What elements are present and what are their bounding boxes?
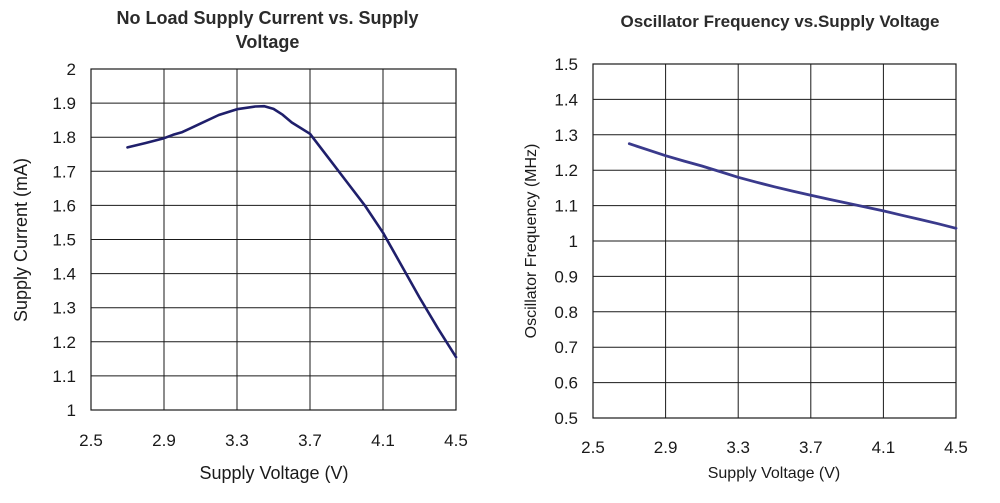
x-tick-label: 4.5 — [444, 431, 468, 450]
x-tick-label: 2.9 — [654, 438, 678, 457]
y-tick-label: 1 — [569, 232, 578, 251]
plot-oscillator-frequency: 0.5 0.6 0.7 0.8 0.9 1 1.1 1.2 1.3 1.4 1.5 2.5 2.9 3.3… — [554, 55, 967, 457]
y-axis-label-oscillator-frequency: Oscillator Frequency (MHz) — [523, 144, 540, 339]
y-axis-label-supply-current: Supply Current (mA) — [11, 158, 31, 322]
x-axis-label-oscillator-frequency: Supply Voltage (V) — [708, 465, 841, 482]
chart-title-supply-current: No Load Supply Current vs. Supply Voltag… — [116, 8, 419, 52]
x-tick-label: 3.3 — [225, 431, 249, 450]
y-tick-label: 1.4 — [554, 90, 578, 109]
y-tick-label: 1.1 — [52, 367, 76, 386]
y-tick-label: 1.7 — [52, 162, 76, 181]
y-tick-label: 0.8 — [554, 303, 578, 322]
x-tick-label: 3.7 — [799, 438, 823, 457]
y-tick-label: 1.3 — [52, 299, 76, 318]
plot-supply-current: 1 1.1 1.2 1.3 1.4 1.5 1.6 1.7 1.8 1.9 2 2.5 2.9 3.3 3.… — [52, 60, 467, 450]
y-tick-label: 1.8 — [52, 128, 76, 147]
series-line-supply-current — [126, 104, 458, 359]
x-tick-label: 3.3 — [726, 438, 750, 457]
y-tick-label: 2 — [67, 60, 76, 79]
x-tick-label: 2.5 — [581, 438, 605, 457]
x-axis-label-supply-current: Supply Voltage (V) — [199, 463, 348, 483]
y-tick-label: 0.5 — [554, 409, 578, 428]
x-tick-label: 3.7 — [298, 431, 322, 450]
y-tick-label: 1.2 — [554, 161, 578, 180]
y-tick-label: 1.5 — [52, 231, 76, 250]
y-tick-label: 0.6 — [554, 374, 578, 393]
y-tick-label: 0.7 — [554, 338, 578, 357]
chart-title-oscillator-frequency: Oscillator Frequency vs.Supply Voltage — [620, 12, 940, 31]
y-tick-label: 1 — [67, 401, 76, 420]
x-tick-label: 4.1 — [371, 431, 395, 450]
y-tick-label: 1.6 — [52, 196, 76, 215]
y-tick-label: 1.1 — [554, 197, 578, 216]
y-tick-label: 1.4 — [52, 265, 76, 284]
x-tick-label: 4.5 — [944, 438, 968, 457]
series-line-oscillator-frequency — [627, 142, 958, 230]
y-tick-label: 0.9 — [554, 267, 578, 286]
x-tick-label: 2.9 — [152, 431, 176, 450]
x-tick-label: 4.1 — [872, 438, 896, 457]
plot-frame — [90, 68, 457, 411]
y-tick-label: 1.9 — [52, 94, 76, 113]
plot-frame — [592, 63, 957, 419]
x-tick-label: 2.5 — [79, 431, 103, 450]
y-tick-label: 1.3 — [554, 126, 578, 145]
y-tick-label: 1.2 — [52, 333, 76, 352]
y-tick-label: 1.5 — [554, 55, 578, 74]
